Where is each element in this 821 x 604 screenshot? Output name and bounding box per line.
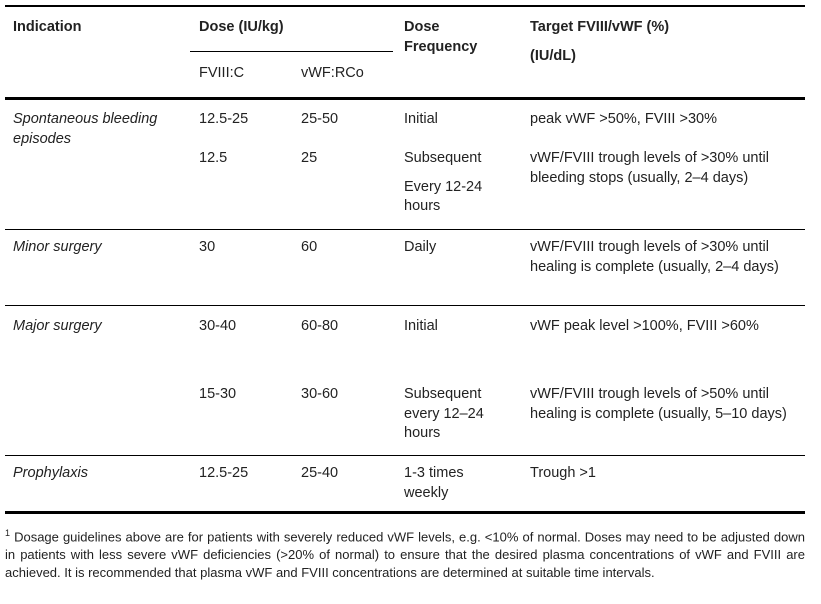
frequency: Daily — [404, 238, 504, 267]
indication: Major surgery — [13, 318, 102, 334]
frequency: Initial — [404, 317, 504, 346]
indication: Spontaneous bleeding episodes — [13, 111, 158, 147]
frequency: Subsequent Every 12-24 hours — [404, 149, 504, 226]
rule — [5, 305, 805, 306]
frequency-line: 1-3 times weekly — [404, 465, 464, 501]
rule — [5, 97, 805, 100]
frequency: Initial — [404, 110, 504, 139]
footnote-text: Dosage guidelines above are for patients… — [5, 529, 805, 581]
header-indication: Indication — [13, 19, 82, 35]
rule — [5, 511, 805, 514]
target: vWF/FVIII trough levels of >50% until he… — [530, 386, 787, 422]
frequency-line: Daily — [404, 239, 437, 255]
dose-vwf: 25 — [301, 150, 318, 166]
frequency: Subsequent every 12–24 hours — [404, 385, 504, 453]
dose-fviii: 30 — [199, 239, 216, 255]
footnote: 1 Dosage guidelines above are for patien… — [5, 524, 805, 582]
dose-fviii: 15-30 — [199, 386, 237, 402]
rule — [5, 229, 805, 230]
dose-fviii: 12.5-25 — [199, 465, 249, 481]
dose-vwf: 25-40 — [301, 465, 339, 481]
header-dose: Dose (IU/kg) — [199, 19, 284, 35]
dose-vwf: 60-80 — [301, 318, 339, 334]
rule — [5, 455, 805, 456]
header-frequency: Dose Frequency — [404, 19, 478, 55]
dose-vwf: 30-60 — [301, 386, 339, 402]
frequency-line: Initial — [404, 111, 438, 127]
dose-vwf: 60 — [301, 239, 318, 255]
dose-vwf: 25-50 — [301, 111, 339, 127]
frequency-line: Subsequent every 12–24 hours — [404, 386, 484, 441]
frequency: 1-3 times weekly — [404, 464, 504, 512]
indication: Prophylaxis — [13, 465, 88, 481]
indication: Minor surgery — [13, 239, 102, 255]
frequency-line: Initial — [404, 318, 438, 334]
rule — [5, 5, 805, 7]
target: Trough >1 — [530, 465, 596, 481]
dose-fviii: 12.5-25 — [199, 111, 249, 127]
frequency-line: Subsequent — [404, 150, 482, 166]
target: vWF peak level >100%, FVIII >60% — [530, 318, 759, 334]
footnote-mark: 1 — [5, 528, 11, 538]
target: vWF/FVIII trough levels of >30% until he… — [530, 239, 779, 275]
header-dose-sub: vWF:RCo — [301, 65, 364, 81]
header-target-unit: (IU/dL) — [530, 48, 576, 64]
target: peak vWF >50%, FVIII >30% — [530, 111, 717, 127]
header-dose-sub: FVIII:C — [199, 65, 245, 81]
dose-fviii: 30-40 — [199, 318, 237, 334]
dose-fviii: 12.5 — [199, 150, 228, 166]
target: vWF/FVIII trough levels of >30% until bl… — [530, 150, 769, 186]
frequency-line: Every 12-24 hours — [404, 178, 483, 215]
header-target: Target FVIII/vWF (%) — [530, 19, 670, 35]
rule — [190, 51, 393, 52]
